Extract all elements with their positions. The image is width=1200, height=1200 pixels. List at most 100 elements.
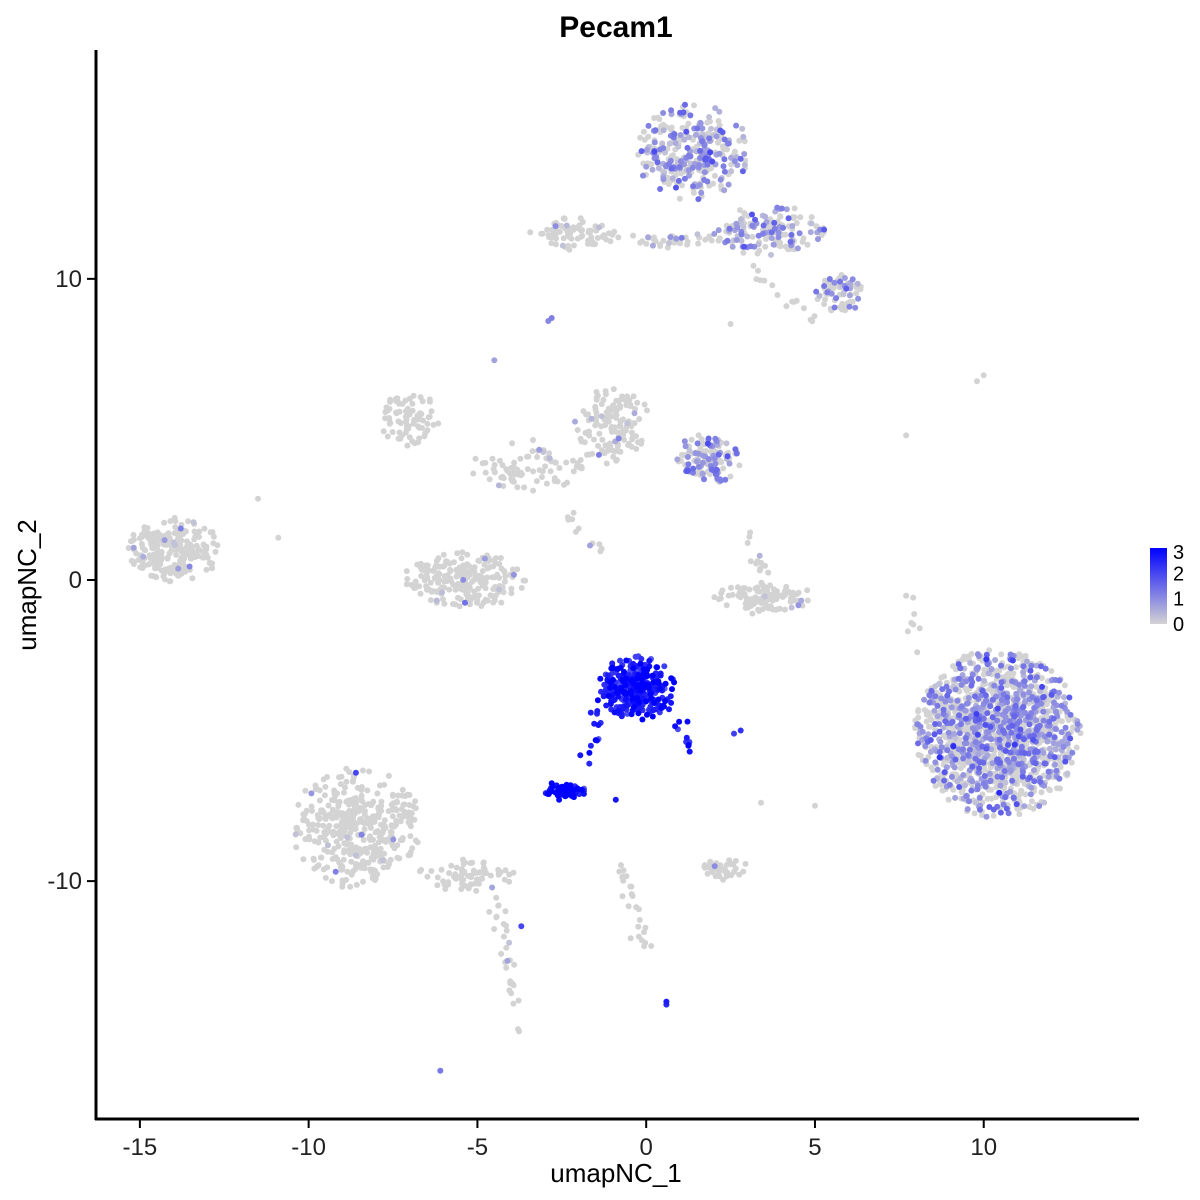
cluster-point	[564, 232, 571, 239]
cluster-point	[399, 786, 406, 793]
cluster-point	[335, 801, 342, 808]
cluster-point	[774, 204, 781, 211]
cluster-point	[365, 816, 372, 823]
cluster-point	[292, 831, 299, 838]
cluster-point	[342, 784, 348, 791]
cluster-point	[509, 478, 516, 485]
cluster-point	[798, 597, 805, 604]
cluster-point	[958, 703, 965, 710]
cluster-point	[394, 395, 401, 402]
cluster-point	[160, 569, 167, 576]
cluster-point	[617, 418, 624, 425]
cluster-point	[167, 578, 174, 585]
cluster-point	[325, 842, 331, 849]
cluster-point	[1067, 735, 1074, 742]
cluster-point	[389, 429, 396, 435]
cluster-point	[329, 815, 336, 822]
cluster-point	[359, 848, 366, 855]
trail-point	[486, 908, 493, 915]
cluster-point	[755, 232, 762, 239]
cluster-point	[430, 568, 437, 574]
cluster-point	[693, 131, 699, 138]
cluster-point	[386, 420, 393, 427]
trail-point	[503, 944, 510, 951]
cluster-point	[954, 751, 961, 758]
cluster-point	[385, 808, 392, 815]
trail-point	[758, 559, 765, 566]
trail-point	[586, 749, 593, 756]
cluster-point	[665, 161, 672, 168]
cluster-point	[981, 677, 987, 684]
trail-point	[769, 282, 776, 289]
cluster-point	[976, 794, 983, 801]
cluster-point	[412, 578, 419, 585]
colorbar-tick-label: 1	[1173, 589, 1184, 611]
cluster-point	[140, 553, 147, 560]
cluster-point	[680, 109, 687, 116]
cluster-point	[725, 140, 732, 147]
cluster-point	[1048, 691, 1055, 698]
cluster-point	[655, 680, 662, 686]
cluster-point	[1020, 704, 1027, 711]
cluster-point	[963, 740, 970, 747]
trail-point	[503, 922, 510, 929]
cluster-point	[1020, 691, 1027, 698]
trail-point	[511, 961, 518, 968]
cluster-point	[728, 584, 734, 591]
cluster-point	[410, 392, 417, 399]
cluster-point	[972, 755, 979, 762]
cluster-point	[366, 768, 373, 775]
cluster-point	[830, 285, 837, 292]
cluster-point	[595, 451, 602, 458]
cluster-point	[409, 400, 416, 407]
cluster-point	[674, 456, 681, 463]
cluster-point	[1007, 651, 1014, 658]
cluster-point	[534, 454, 541, 460]
cluster-point	[1020, 669, 1027, 676]
cluster-point	[546, 450, 553, 457]
trail-point	[672, 723, 679, 730]
cluster-point	[973, 799, 980, 806]
cluster-point	[466, 593, 473, 600]
cluster-point	[963, 793, 970, 800]
cluster-point	[462, 599, 468, 606]
cluster-point	[695, 240, 702, 247]
cluster-point	[965, 752, 972, 758]
cluster-point	[125, 545, 132, 551]
cluster-point	[638, 148, 645, 155]
cluster-point	[302, 787, 309, 794]
cluster-point	[598, 688, 604, 695]
cluster-point	[1038, 789, 1045, 796]
cluster-point	[603, 460, 610, 467]
cluster-point	[329, 829, 336, 836]
cluster-point	[639, 676, 646, 683]
cluster-point	[982, 721, 989, 728]
cluster-point	[499, 462, 506, 469]
cluster-point	[423, 583, 430, 590]
cluster-point	[421, 577, 428, 584]
scatter-point	[903, 432, 910, 439]
cluster-point	[182, 552, 189, 559]
cluster-point	[171, 546, 178, 553]
cluster-point	[403, 581, 410, 588]
cluster-point	[459, 549, 466, 556]
cluster-point	[465, 884, 472, 891]
cluster-point	[389, 791, 396, 798]
cluster-point	[428, 408, 435, 415]
trail-point	[676, 718, 683, 725]
cluster-point	[923, 718, 930, 725]
cluster-point	[560, 481, 567, 488]
cluster-point	[1045, 786, 1052, 793]
cluster-point	[831, 279, 838, 286]
cluster-point	[992, 657, 999, 663]
trail-point	[595, 722, 602, 728]
trail-point	[596, 541, 603, 548]
cluster-point	[552, 223, 559, 230]
cluster-point	[954, 697, 961, 704]
cluster-point	[427, 597, 434, 604]
cluster-point	[337, 781, 344, 788]
cluster-point	[187, 541, 194, 548]
cluster-point	[795, 589, 802, 596]
cluster-point	[658, 705, 665, 711]
cluster-point	[417, 590, 424, 597]
